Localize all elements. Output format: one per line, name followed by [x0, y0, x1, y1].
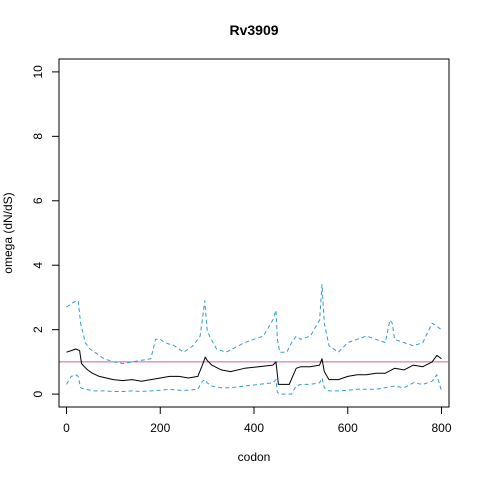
- x-tick-label: 0: [63, 421, 70, 435]
- y-tick-label: 6: [31, 197, 45, 204]
- y-axis: 0 2 4 6 8 10: [31, 65, 60, 397]
- y-tick-label: 8: [31, 133, 45, 140]
- plot-frame: [58, 58, 450, 408]
- y-tick-label: 2: [31, 326, 45, 333]
- x-axis: 0 200 400 600 800: [63, 406, 452, 435]
- x-tick-label: 400: [244, 421, 264, 435]
- x-axis-label: codon: [238, 450, 271, 464]
- x-tick-label: 600: [338, 421, 358, 435]
- y-tick-label: 0: [31, 390, 45, 397]
- y-axis-label: omega (dN/dS): [1, 192, 15, 273]
- x-tick-label: 200: [150, 421, 170, 435]
- y-tick-label: 4: [31, 262, 45, 269]
- plot-area: [59, 284, 449, 395]
- dashed-series-line-1: [66, 284, 442, 364]
- solid-series-line-0: [66, 348, 442, 385]
- y-tick-label: 10: [31, 65, 45, 79]
- x-tick-label: 800: [431, 421, 451, 435]
- chart-title: Rv3909: [229, 22, 278, 38]
- dashed-series-line-2: [66, 374, 442, 395]
